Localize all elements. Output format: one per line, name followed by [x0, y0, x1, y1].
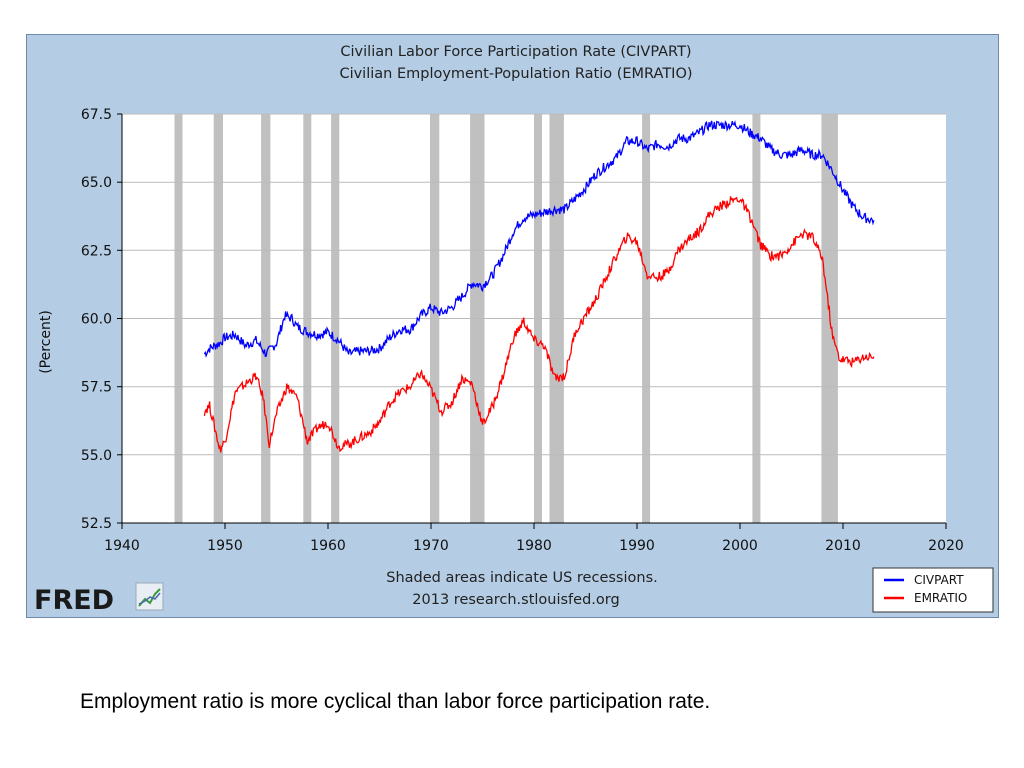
- source-note: 2013 research.stlouisfed.org: [412, 592, 619, 608]
- x-tick-label: 1980: [516, 538, 552, 554]
- y-axis-label: (Percent): [38, 310, 54, 374]
- fred-chart: Civilian Labor Force Participation Rate …: [34, 44, 994, 616]
- x-tick-label: 2010: [825, 538, 861, 554]
- y-tick-label: 52.5: [81, 516, 112, 532]
- legend: CIVPART EMRATIO: [872, 567, 994, 613]
- legend-box: [872, 567, 994, 613]
- y-axis-ticks: 67.5 65.0 62.5 60.0 57.5 55.0 52.5: [81, 107, 122, 532]
- x-tick-label: 2000: [722, 538, 758, 554]
- fred-chart-icon: [135, 582, 164, 611]
- y-tick-label: 65.0: [81, 175, 112, 191]
- legend-label-civpart: CIVPART: [914, 573, 964, 587]
- fred-logo-text: FRED: [34, 585, 114, 616]
- fred-logo: FRED: [34, 582, 164, 616]
- y-tick-label: 62.5: [81, 243, 112, 259]
- y-tick-label: 60.0: [81, 312, 112, 328]
- series-lines: [203, 120, 875, 453]
- chart-title-line-1: Civilian Labor Force Participation Rate …: [340, 44, 691, 60]
- y-tick-label: 67.5: [81, 107, 112, 123]
- legend-label-emratio: EMRATIO: [914, 591, 967, 605]
- y-tick-label: 55.0: [81, 448, 112, 464]
- slide-caption: Employment ratio is more cyclical than l…: [80, 690, 711, 713]
- y-tick-label: 57.5: [81, 380, 112, 396]
- recession-note: Shaded areas indicate US recessions.: [386, 570, 658, 586]
- x-axis-ticks: 1940 1950 1960 1970 1980 1990 2000 2010 …: [104, 523, 964, 554]
- chart-title-line-2: Civilian Employment-Population Ratio (EM…: [339, 66, 692, 82]
- x-tick-label: 2020: [928, 538, 964, 554]
- series-line-civpart: [203, 120, 875, 358]
- x-tick-label: 1940: [104, 538, 140, 554]
- x-tick-label: 1990: [619, 538, 655, 554]
- gridlines: [122, 113, 946, 456]
- series-line-emratio: [203, 196, 875, 453]
- x-tick-label: 1970: [413, 538, 449, 554]
- x-tick-label: 1960: [310, 538, 346, 554]
- x-tick-label: 1950: [207, 538, 243, 554]
